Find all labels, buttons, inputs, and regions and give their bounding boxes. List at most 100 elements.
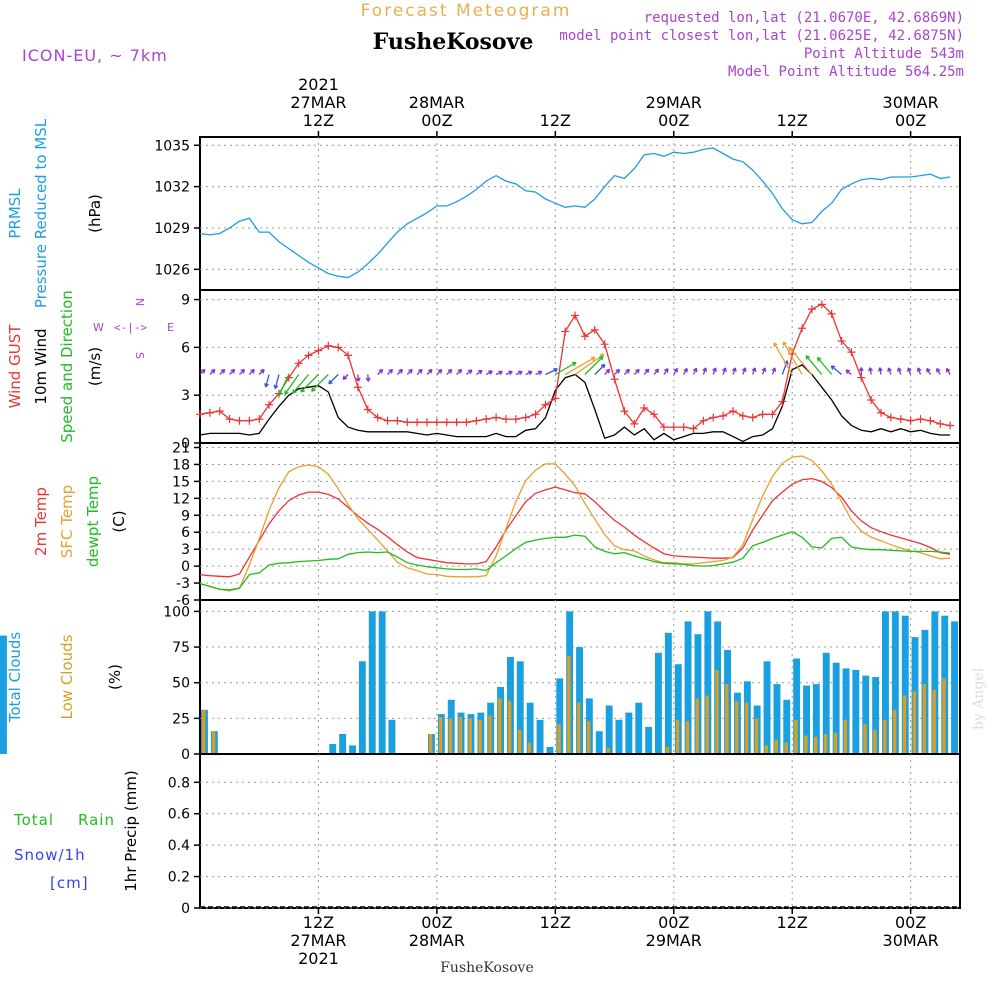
total-cloud-bar xyxy=(349,745,356,754)
wind-direction-arrow xyxy=(751,367,757,375)
wind-direction-arrow xyxy=(945,367,951,375)
temp-y-tick-label: 9 xyxy=(181,508,190,524)
wind-panel: 9 6 3 0 Wind GUST 10m Wind Speed and Direction… xyxy=(6,289,961,452)
gust-marker xyxy=(827,309,836,318)
temp-axis-label: dewpt Temp xyxy=(84,476,102,567)
gust-marker xyxy=(393,416,402,425)
low-cloud-bar xyxy=(823,734,828,754)
wind-direction-arrow xyxy=(907,367,912,375)
wind-direction-arrow xyxy=(554,361,577,376)
gust-marker xyxy=(946,421,955,430)
wind-direction-arrow xyxy=(426,368,433,375)
low-cloud-bar xyxy=(448,718,453,754)
2m-temp-line xyxy=(199,477,951,578)
time-tick-label: 2021 xyxy=(298,949,339,968)
low-cloud-bar xyxy=(488,715,492,754)
gust-marker xyxy=(650,410,659,419)
low-cloud-bar xyxy=(557,724,561,754)
compass-north: N xyxy=(133,298,146,306)
wind-direction-arrow xyxy=(377,368,384,375)
wind-direction-arrow xyxy=(788,346,813,375)
wind-direction-arrow xyxy=(229,368,236,375)
wind-direction-arrow xyxy=(564,356,596,376)
time-tick-label: 29MAR xyxy=(646,931,702,950)
time-tick-label: 12Z xyxy=(777,913,808,932)
low-cloud-bar xyxy=(892,709,897,754)
total-cloud-bar xyxy=(763,661,771,754)
wind-axis-label: (m/s) xyxy=(86,347,104,386)
low-cloud-bar xyxy=(517,729,522,754)
wind-direction-arrow xyxy=(495,370,503,376)
wind-direction-arrow xyxy=(663,368,669,375)
gust-marker xyxy=(265,400,274,409)
time-tick-label: 27MAR xyxy=(290,931,346,950)
gust-marker xyxy=(344,351,353,360)
chart-title: Forecast Meteogram xyxy=(361,1,572,21)
gust-marker xyxy=(324,341,333,350)
wind-direction-arrow xyxy=(702,367,708,375)
wind-direction-arrow xyxy=(897,367,902,375)
wind-direction-arrow xyxy=(830,365,843,375)
wind-direction-arrow xyxy=(396,368,404,375)
wind-direction-arrow xyxy=(604,368,611,375)
wind-direction-arrow xyxy=(365,374,371,382)
time-tick-label: 00Z xyxy=(658,913,689,932)
total-cloud-bar xyxy=(595,731,603,754)
wind-direction-arrow xyxy=(292,374,310,394)
wind-direction-arrow xyxy=(209,368,216,375)
gust-marker xyxy=(738,411,747,420)
time-tick-label: 00Z xyxy=(658,111,689,130)
total-cloud-bar xyxy=(842,668,850,754)
time-tick-label: 28MAR xyxy=(409,93,465,112)
wind-y-tick-label: 9 xyxy=(181,293,190,309)
dewpt-temp-line xyxy=(199,530,951,591)
wind-direction-arrow xyxy=(416,368,423,375)
gust-marker xyxy=(423,418,432,427)
credit-label: by Angel xyxy=(971,667,987,730)
total-cloud-bar xyxy=(576,647,583,754)
compass-arrows: <-|-> xyxy=(114,321,147,334)
gust-marker xyxy=(413,418,422,427)
wind-direction-arrow xyxy=(858,367,864,375)
wind-direction-arrow xyxy=(310,374,329,392)
wind-direction-arrow xyxy=(782,341,803,375)
wind-direction-arrow xyxy=(273,374,280,390)
wind-direction-arrow xyxy=(456,368,463,375)
wind-direction-arrow xyxy=(805,355,823,375)
total-cloud-bar xyxy=(931,611,939,754)
low-cloud-bar xyxy=(438,716,443,754)
wind-direction-arrow xyxy=(342,374,349,381)
gust-marker xyxy=(452,418,461,427)
total-cloud-bar xyxy=(526,702,534,754)
wind-direction-arrow xyxy=(936,367,941,375)
gust-marker xyxy=(867,395,876,404)
wind-direction-arrow xyxy=(673,367,678,375)
wind-direction-arrow xyxy=(219,368,226,375)
wind-direction-arrow xyxy=(584,355,604,375)
total-cloud-bar xyxy=(872,677,880,754)
low-cloud-bar xyxy=(508,701,512,754)
wind-direction-arrow xyxy=(258,368,265,375)
wind-direction-arrow xyxy=(355,374,361,382)
total-cloud-bar xyxy=(891,611,899,754)
temp-axis-label: SFC Temp xyxy=(58,485,76,558)
clouds-axis-label: Total Clouds xyxy=(6,632,24,724)
time-tick-label: 00Z xyxy=(895,913,926,932)
total-cloud-bar xyxy=(516,661,524,754)
gust-marker xyxy=(373,413,382,422)
wind-direction-arrow xyxy=(741,367,747,375)
total-cloud-bar xyxy=(783,699,791,754)
wind-direction-arrow xyxy=(485,370,493,376)
low-cloud-bar xyxy=(922,684,926,754)
low-cloud-bar xyxy=(774,739,778,754)
low-cloud-bar xyxy=(577,702,581,754)
total-cloud-bar xyxy=(832,662,840,754)
precip-y-tick-label: 0.6 xyxy=(168,807,190,823)
gust-marker xyxy=(916,415,925,424)
gust-marker xyxy=(669,423,678,432)
total-cloud-bar xyxy=(951,621,958,754)
total-cloud-bar xyxy=(368,611,376,754)
total-cloud-bar xyxy=(901,615,909,754)
